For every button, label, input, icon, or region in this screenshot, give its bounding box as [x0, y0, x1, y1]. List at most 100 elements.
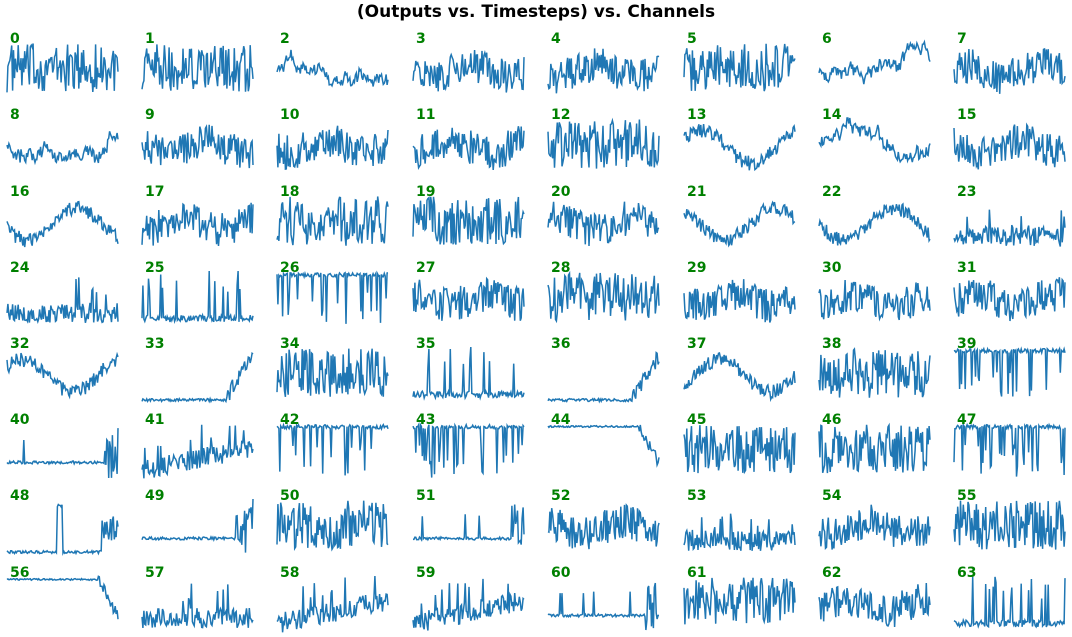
series-line-14 [818, 117, 931, 164]
panel-38: 38 [818, 336, 931, 398]
series-line-1 [141, 44, 254, 92]
series-line-45 [683, 425, 796, 475]
series-line-47 [953, 422, 1066, 477]
panel-label-62: 62 [822, 565, 841, 581]
panel-label-34: 34 [280, 336, 300, 352]
panel-60: 60 [547, 565, 660, 631]
panel-label-23: 23 [957, 184, 976, 200]
panel-label-25: 25 [145, 260, 164, 276]
panel-41: 41 [141, 412, 254, 479]
series-line-43 [412, 421, 525, 478]
series-line-60 [547, 582, 660, 631]
panel-27: 27 [412, 260, 525, 321]
panel-label-15: 15 [957, 107, 976, 123]
panel-45: 45 [683, 412, 796, 475]
series-line-22 [818, 202, 931, 246]
panel-57: 57 [141, 565, 254, 629]
panel-label-9: 9 [145, 107, 155, 123]
panel-label-47: 47 [957, 412, 976, 428]
panel-label-7: 7 [957, 31, 967, 47]
panel-8: 8 [6, 107, 119, 166]
panel-label-56: 56 [10, 565, 29, 581]
panel-label-35: 35 [416, 336, 435, 352]
series-line-54 [818, 504, 931, 551]
panel-label-17: 17 [145, 184, 164, 200]
panel-label-46: 46 [822, 412, 841, 428]
panel-label-53: 53 [687, 488, 706, 504]
panel-22: 22 [818, 184, 931, 246]
panel-label-50: 50 [280, 488, 300, 504]
panel-12: 12 [547, 107, 660, 169]
panel-46: 46 [818, 412, 931, 474]
series-line-15 [953, 122, 1066, 170]
series-line-52 [547, 503, 660, 550]
panel-label-26: 26 [280, 260, 299, 276]
series-line-3 [412, 49, 525, 93]
series-line-39 [953, 346, 1066, 397]
panel-58: 58 [276, 565, 389, 633]
panel-3: 3 [412, 31, 525, 93]
panel-54: 54 [818, 488, 931, 551]
panel-62: 62 [818, 565, 931, 628]
panel-label-36: 36 [551, 336, 570, 352]
panel-label-8: 8 [10, 107, 20, 123]
series-line-40 [6, 428, 119, 479]
panel-63: 63 [953, 565, 1066, 629]
panel-label-52: 52 [551, 488, 570, 504]
series-line-29 [683, 279, 796, 323]
panel-35: 35 [412, 336, 525, 401]
series-line-63 [953, 576, 1066, 629]
series-line-59 [412, 578, 525, 631]
series-line-8 [6, 131, 119, 166]
panel-label-5: 5 [687, 31, 697, 47]
panel-48: 48 [6, 488, 119, 557]
series-line-57 [141, 583, 254, 629]
panel-2: 2 [276, 31, 389, 88]
panel-11: 11 [412, 107, 525, 170]
series-line-10 [276, 125, 389, 171]
series-line-36 [547, 351, 660, 404]
panel-18: 18 [276, 184, 389, 246]
series-line-55 [953, 500, 1066, 550]
series-line-46 [818, 422, 931, 474]
panel-30: 30 [818, 260, 931, 322]
series-line-26 [276, 270, 389, 324]
panel-label-49: 49 [145, 488, 164, 504]
panel-label-41: 41 [145, 412, 164, 428]
panel-52: 52 [547, 488, 660, 550]
chart-title: (Outputs vs. Timesteps) vs. Channels [356, 2, 716, 22]
series-line-9 [141, 124, 254, 169]
panel-label-42: 42 [280, 412, 299, 428]
series-line-13 [683, 123, 796, 172]
series-line-7 [953, 47, 1066, 94]
series-line-0 [6, 43, 119, 93]
panel-28: 28 [547, 260, 660, 324]
panel-43: 43 [412, 412, 525, 478]
panel-19: 19 [412, 184, 525, 246]
panel-label-54: 54 [822, 488, 842, 504]
panel-39: 39 [953, 336, 1066, 397]
panel-label-30: 30 [822, 260, 842, 276]
panel-label-37: 37 [687, 336, 706, 352]
panel-40: 40 [6, 412, 119, 479]
panel-label-19: 19 [416, 184, 435, 200]
panel-label-58: 58 [280, 565, 299, 581]
panel-label-48: 48 [10, 488, 29, 504]
panel-label-51: 51 [416, 488, 435, 504]
panel-label-61: 61 [687, 565, 706, 581]
panel-17: 17 [141, 184, 254, 246]
panel-53: 53 [683, 488, 796, 552]
panel-label-22: 22 [822, 184, 841, 200]
panel-label-0: 0 [10, 31, 20, 47]
panel-25: 25 [141, 260, 254, 325]
panel-61: 61 [683, 565, 796, 625]
panel-20: 20 [547, 184, 660, 247]
series-line-17 [141, 202, 254, 246]
panel-label-27: 27 [416, 260, 435, 276]
panel-56: 56 [6, 565, 119, 620]
panel-label-1: 1 [145, 31, 155, 47]
series-line-35 [412, 346, 525, 401]
panel-label-24: 24 [10, 260, 30, 276]
panel-label-3: 3 [416, 31, 426, 47]
panel-55: 55 [953, 488, 1066, 550]
